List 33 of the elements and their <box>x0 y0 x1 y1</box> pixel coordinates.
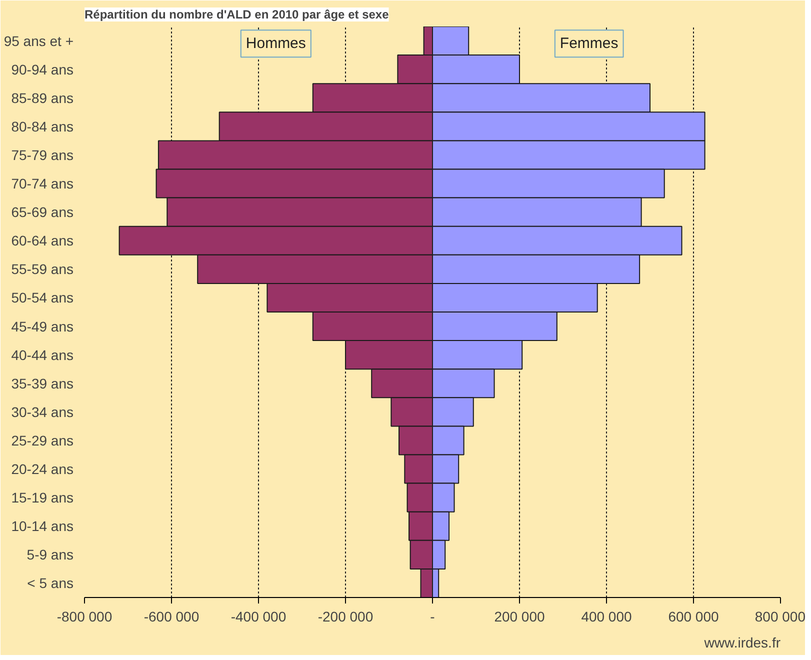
x-tick-label: -800 000 <box>56 608 112 624</box>
text: www.irdes.fr <box>703 634 781 650</box>
x-tick-label: 800 000 <box>754 608 806 624</box>
chart-title: Répartition du nombre d'ALD en 2010 par âge et sexe <box>84 8 390 22</box>
x-tick-label: - <box>430 608 436 624</box>
y-tick-label: 40-44 ans <box>11 346 74 363</box>
y-tick-label: 25-29 ans <box>11 432 74 448</box>
x-tick-label: -200 000 <box>318 608 374 624</box>
x-tick-label: 600 000 <box>668 608 720 624</box>
y-tick-label: 10-14 ans <box>11 518 74 534</box>
y-tick-label: 15-19 ans <box>11 490 74 506</box>
y-tick-label: 45-49 ans <box>11 318 74 334</box>
x-tick-label: 400 000 <box>581 608 632 624</box>
y-tick-label: 20-24 ans <box>11 461 74 478</box>
y-tick-label: 35-39 ans <box>11 375 74 392</box>
text: Femmes <box>560 35 618 52</box>
y-tick-label: 80-84 ans <box>11 118 74 134</box>
y-tick-label: 85-89 ans <box>11 90 74 106</box>
y-tick-label: 60-64 ans <box>11 232 74 249</box>
y-tick-label: 65-69 ans <box>11 204 74 220</box>
text: Hommes <box>246 35 306 52</box>
x-tick-label: -600 000 <box>144 608 200 624</box>
y-tick-label: 70-74 ans <box>11 176 74 192</box>
y-tick-label: 55-59 ans <box>11 261 74 278</box>
x-tick-label: 200 000 <box>494 608 546 624</box>
y-tick-label: 75-79 ans <box>11 146 74 163</box>
y-tick-label: 50-54 ans <box>11 290 74 306</box>
x-tick-label: -400 000 <box>230 608 286 624</box>
y-tick-label: < 5 ans <box>27 575 74 592</box>
y-tick-label: 5-9 ans <box>26 546 74 563</box>
y-tick-label: 90-94 ans <box>11 61 74 78</box>
y-tick-label: 95 ans et + <box>4 32 74 49</box>
y-tick-label: 30-34 ans <box>11 404 74 420</box>
